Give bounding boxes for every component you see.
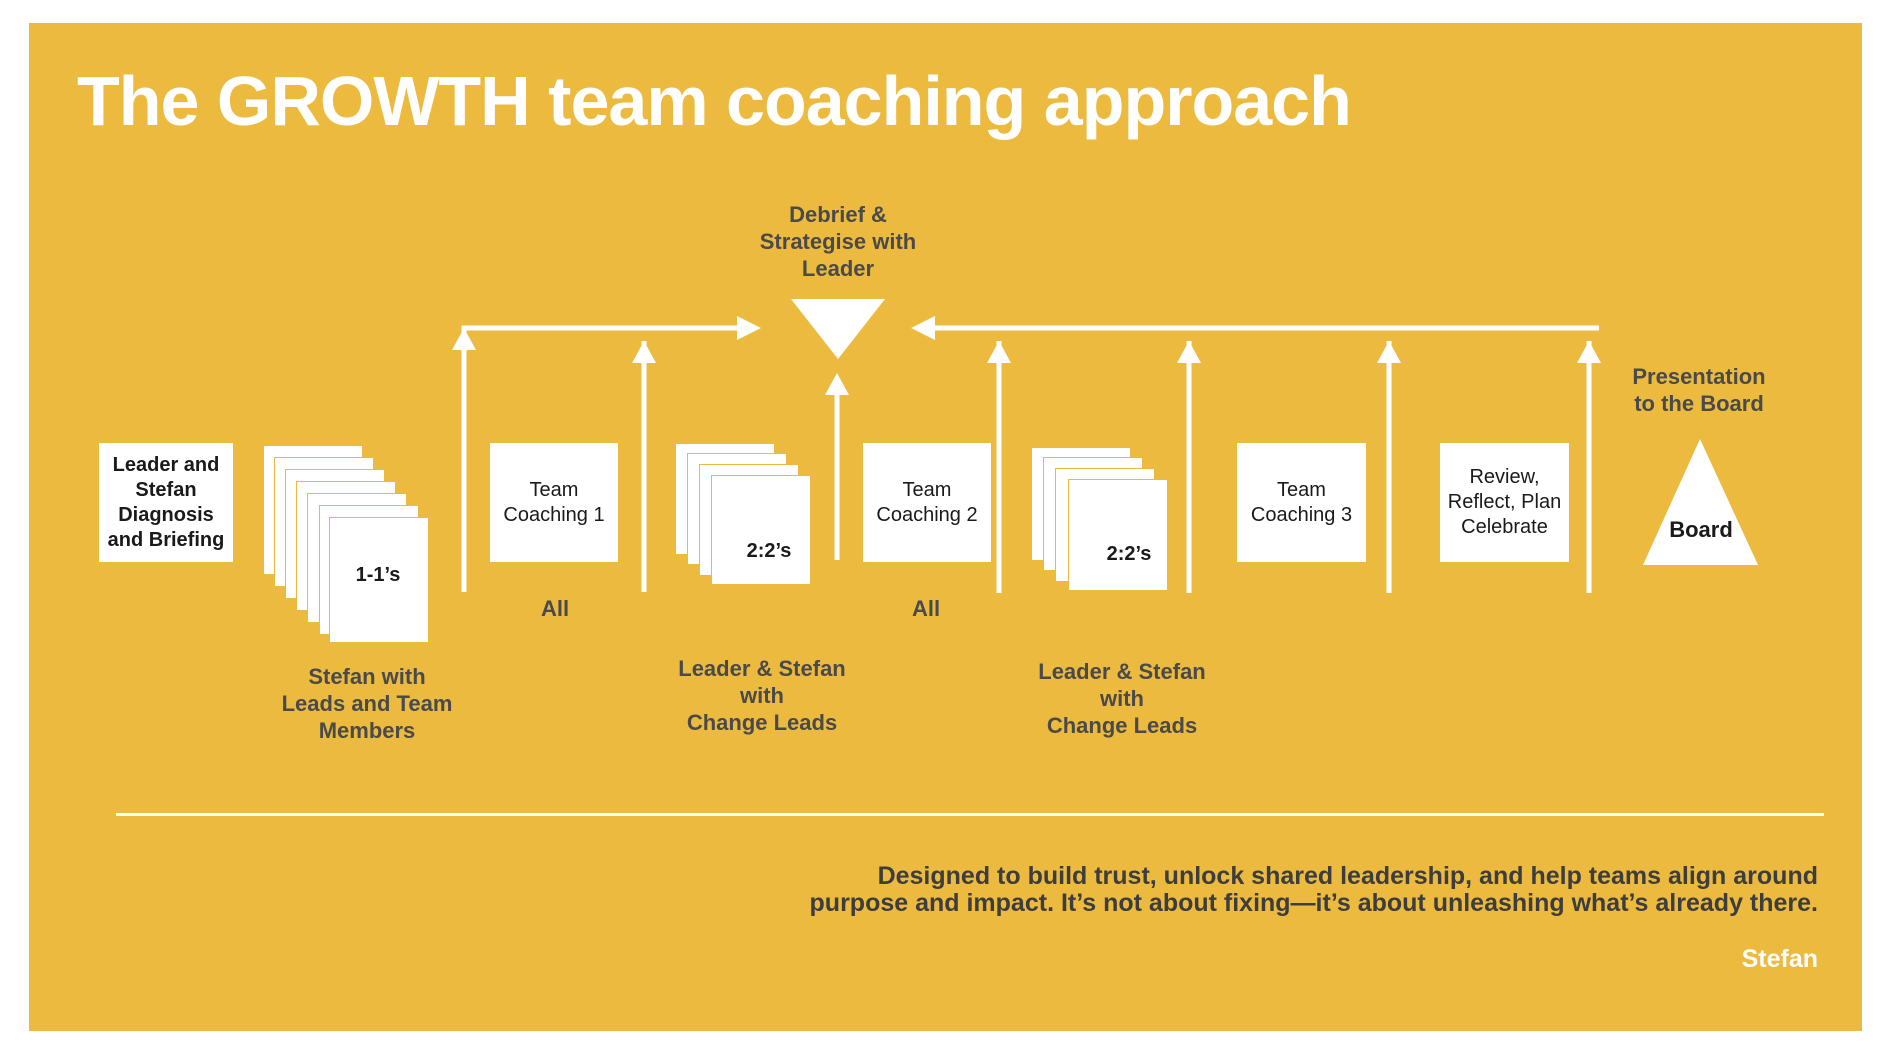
two-twos-1-text: 2:2’s [746, 540, 792, 562]
arrowhead-up-icon [1177, 341, 1201, 363]
review-box: Review, Reflect, Plan Celebrate [1440, 443, 1569, 562]
board-label: Board [1669, 517, 1733, 542]
team-coaching-1-box: Team Coaching 1 [490, 443, 618, 562]
one-to-ones-caption: Stefan with Leads and Team Members [281, 664, 453, 743]
team-coaching-1-caption: All [540, 596, 570, 621]
arrowhead-up-icon [632, 341, 656, 363]
team-coaching-2-caption: All [911, 596, 941, 621]
board-triangle-icon [1643, 439, 1758, 565]
slide: The GROWTH team coaching approach [29, 23, 1862, 1031]
two-twos-2-text: 2:2’s [1106, 543, 1152, 565]
arrowhead-up-icon [452, 328, 476, 350]
arrowhead-up-icon [825, 373, 849, 395]
arrowhead-up-icon [1377, 341, 1401, 363]
arrowhead-right-icon [737, 316, 761, 340]
team-coaching-2-box: Team Coaching 2 [863, 443, 991, 562]
flow-diagram [452, 299, 1758, 593]
debrief-triangle-icon [791, 299, 885, 359]
two-twos-1-caption: Leader & Stefan with Change Leads [678, 656, 846, 735]
one-to-ones-text: 1-1’s [355, 564, 401, 586]
arrowhead-up-icon [987, 341, 1011, 363]
team-coaching-3-box: Team Coaching 3 [1237, 443, 1366, 562]
slide-title: The GROWTH team coaching approach [77, 62, 1352, 140]
signature: Stefan [1741, 945, 1818, 973]
debrief-label: Debrief & Strategise with Leader [759, 202, 917, 281]
leader-stefan-box: Leader and Stefan Diagnosis and Briefing [99, 443, 233, 562]
divider [116, 813, 1824, 816]
two-twos-2-caption: Leader & Stefan with Change Leads [1038, 659, 1206, 738]
presentation-label: Presentation to the Board [1632, 364, 1766, 416]
arrowhead-up-icon [1577, 341, 1601, 363]
tagline: Designed to build trust, unlock shared l… [809, 862, 1818, 917]
arrowhead-left-icon [911, 316, 935, 340]
